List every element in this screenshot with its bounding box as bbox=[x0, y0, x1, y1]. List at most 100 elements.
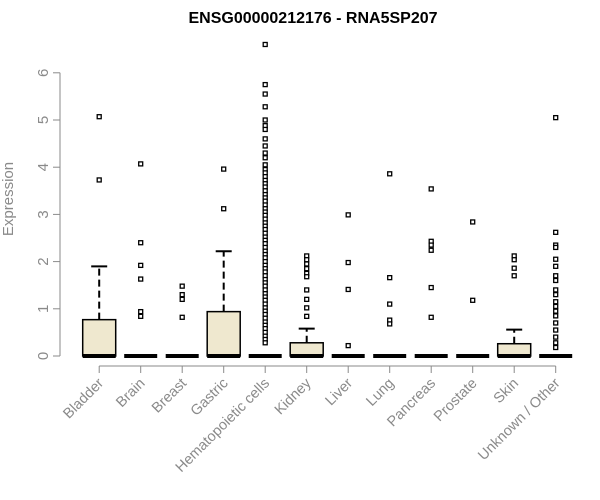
x-tick-label: Lung bbox=[363, 376, 397, 410]
outlier-point bbox=[262, 81, 268, 88]
y-axis: 0 1 2 3 4 5 6 bbox=[35, 69, 61, 360]
outlier-point bbox=[553, 291, 559, 298]
outlier-point bbox=[304, 274, 310, 280]
outlier-point bbox=[138, 161, 144, 167]
outlier-point bbox=[345, 342, 351, 349]
outlier-point bbox=[553, 287, 559, 293]
x-tick-label: Prostate bbox=[431, 376, 480, 425]
outlier-point bbox=[553, 308, 559, 314]
outlier-point bbox=[138, 262, 144, 269]
box-group bbox=[289, 253, 324, 358]
outlier-point bbox=[553, 344, 559, 351]
outlier-point bbox=[470, 219, 476, 225]
outlier-point bbox=[428, 186, 434, 192]
outlier-point bbox=[304, 287, 310, 293]
outlier-point bbox=[179, 314, 185, 320]
outlier-point bbox=[553, 256, 559, 262]
outlier-point bbox=[138, 240, 144, 246]
plot-area bbox=[81, 41, 573, 358]
x-tick-label: Breast bbox=[149, 376, 190, 417]
outlier-point bbox=[511, 273, 517, 279]
outlier-point bbox=[553, 303, 559, 310]
outlier-point bbox=[428, 247, 434, 253]
outlier-point bbox=[387, 301, 393, 307]
y-tick-label: 3 bbox=[35, 210, 52, 218]
outlier-point bbox=[553, 114, 559, 121]
outlier-point bbox=[470, 297, 476, 303]
outlier-point bbox=[262, 91, 268, 97]
outlier-point bbox=[553, 340, 559, 346]
x-tick-label: Liver bbox=[322, 375, 356, 409]
outlier-point bbox=[262, 126, 268, 133]
outlier-point bbox=[428, 284, 434, 291]
box-group bbox=[496, 253, 532, 358]
outlier-point bbox=[262, 41, 268, 48]
y-tick-label: 0 bbox=[35, 352, 52, 360]
outlier-point bbox=[262, 104, 268, 110]
outlier-point bbox=[553, 334, 559, 340]
y-tick-label: 5 bbox=[35, 116, 52, 124]
x-tick-label: Bladder bbox=[60, 375, 107, 422]
outlier-point bbox=[345, 286, 351, 293]
box-group bbox=[373, 171, 407, 358]
outlier-point bbox=[179, 296, 185, 303]
outlier-point bbox=[138, 276, 144, 282]
outlier-point bbox=[304, 305, 310, 311]
outlier-point bbox=[345, 212, 351, 218]
outlier-point bbox=[179, 291, 185, 298]
outlier-point bbox=[262, 340, 268, 346]
box-group bbox=[81, 114, 117, 358]
box-group bbox=[206, 166, 241, 358]
box-group bbox=[456, 219, 490, 358]
y-tick-label: 2 bbox=[35, 257, 52, 265]
outlier-point bbox=[428, 242, 434, 248]
outlier-point bbox=[262, 143, 268, 149]
outlier-point bbox=[387, 321, 393, 327]
outlier-point bbox=[387, 171, 393, 177]
outlier-point bbox=[304, 313, 310, 320]
outlier-point bbox=[179, 283, 185, 289]
outlier-point bbox=[304, 257, 310, 263]
outlier-point bbox=[262, 150, 268, 156]
x-tick-label: Skin bbox=[491, 376, 522, 407]
outlier-point bbox=[387, 274, 393, 281]
outlier-point bbox=[345, 259, 351, 266]
x-tick-label: Brain bbox=[113, 376, 148, 411]
box-group bbox=[124, 161, 158, 358]
iqr-box bbox=[206, 310, 241, 357]
outlier-point bbox=[96, 177, 102, 183]
outlier-point bbox=[262, 162, 268, 168]
outlier-point bbox=[553, 327, 559, 333]
y-axis-label: Expression bbox=[0, 162, 17, 236]
y-tick-label: 1 bbox=[35, 305, 52, 313]
outlier-point bbox=[553, 273, 559, 279]
outlier-point bbox=[553, 313, 559, 319]
outlier-point bbox=[138, 308, 144, 315]
box-group bbox=[248, 41, 282, 358]
iqr-box bbox=[81, 318, 117, 357]
outlier-point bbox=[262, 136, 268, 142]
y-tick-label: 6 bbox=[35, 69, 52, 77]
outlier-point bbox=[221, 206, 227, 212]
outlier-point bbox=[221, 166, 227, 172]
outlier-point bbox=[511, 265, 517, 271]
outlier-point bbox=[428, 314, 434, 320]
box-group bbox=[165, 283, 199, 358]
outlier-point bbox=[262, 155, 268, 161]
outlier-point bbox=[96, 114, 102, 120]
outlier-point bbox=[304, 261, 310, 267]
outlier-point bbox=[553, 229, 559, 235]
outlier-point bbox=[262, 117, 268, 123]
outlier-point bbox=[304, 296, 310, 303]
outlier-point bbox=[511, 257, 517, 263]
outlier-point bbox=[553, 277, 559, 284]
box-group bbox=[414, 186, 448, 358]
box-group bbox=[331, 212, 365, 358]
outlier-point bbox=[553, 263, 559, 269]
y-tick-label: 4 bbox=[35, 163, 52, 171]
outlier-point bbox=[553, 320, 559, 326]
x-tick-label: Kidney bbox=[272, 375, 315, 418]
outlier-point bbox=[304, 266, 310, 272]
